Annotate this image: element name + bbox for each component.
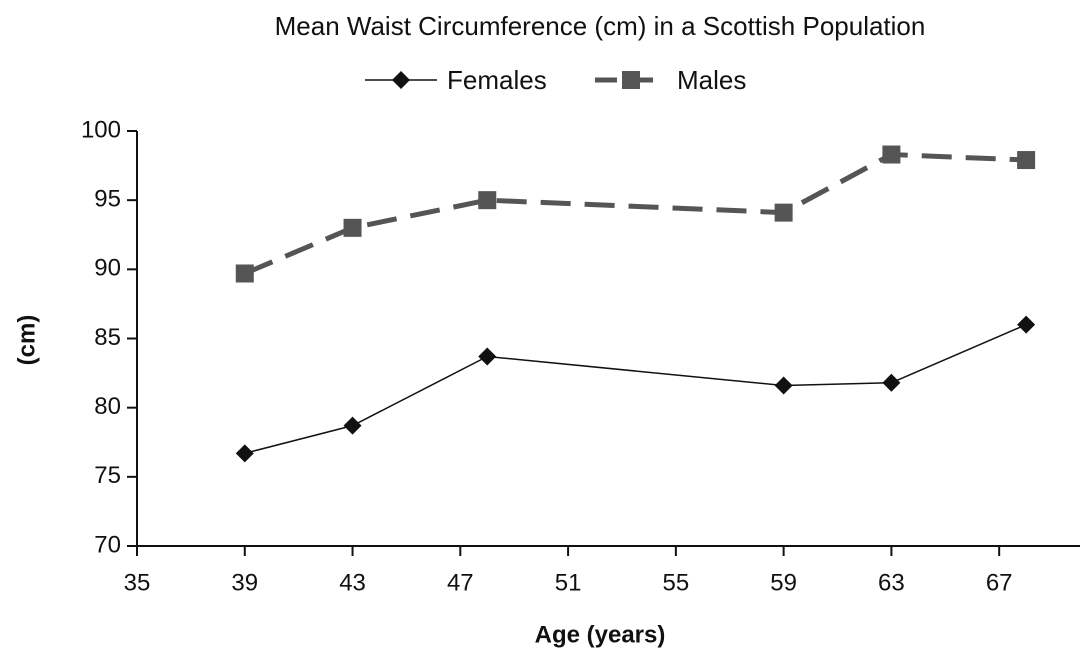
x-tick-label: 47: [447, 569, 474, 596]
y-axis-label: (cm): [13, 315, 40, 366]
marker: [1017, 151, 1036, 170]
marker: [235, 264, 254, 283]
marker: [235, 444, 254, 463]
x-axis-label: Age (years): [535, 621, 666, 648]
y-tick-label: 90: [94, 255, 121, 282]
y-tick-label: 100: [81, 116, 121, 143]
chart-title: Mean Waist Circumference (cm) in a Scott…: [275, 11, 926, 41]
y-tick-label: 80: [94, 393, 121, 420]
marker: [774, 376, 793, 395]
marker: [343, 218, 362, 237]
marker: [478, 191, 497, 210]
x-tick-label: 39: [231, 569, 258, 596]
series-line: [244, 323, 1027, 455]
x-tick-label: 35: [124, 569, 151, 596]
series-line: [243, 151, 1027, 276]
x-tick-label: 67: [986, 569, 1013, 596]
marker: [774, 203, 793, 222]
marker: [1017, 315, 1036, 334]
y-tick-label: 70: [94, 531, 121, 558]
legend-marker: [392, 71, 410, 89]
legend-label: Females: [447, 65, 547, 95]
legend-marker: [622, 71, 640, 89]
marker: [343, 416, 362, 435]
y-tick-label: 85: [94, 324, 121, 351]
x-tick-label: 43: [339, 569, 366, 596]
x-tick-label: 51: [555, 569, 582, 596]
marker: [882, 373, 901, 392]
marker: [882, 145, 901, 164]
y-tick-label: 75: [94, 462, 121, 489]
marker: [478, 347, 497, 366]
legend-label: Males: [677, 65, 746, 95]
y-tick-label: 95: [94, 186, 121, 213]
x-tick-label: 55: [663, 569, 690, 596]
x-tick-label: 63: [878, 569, 905, 596]
x-tick-label: 59: [770, 569, 797, 596]
